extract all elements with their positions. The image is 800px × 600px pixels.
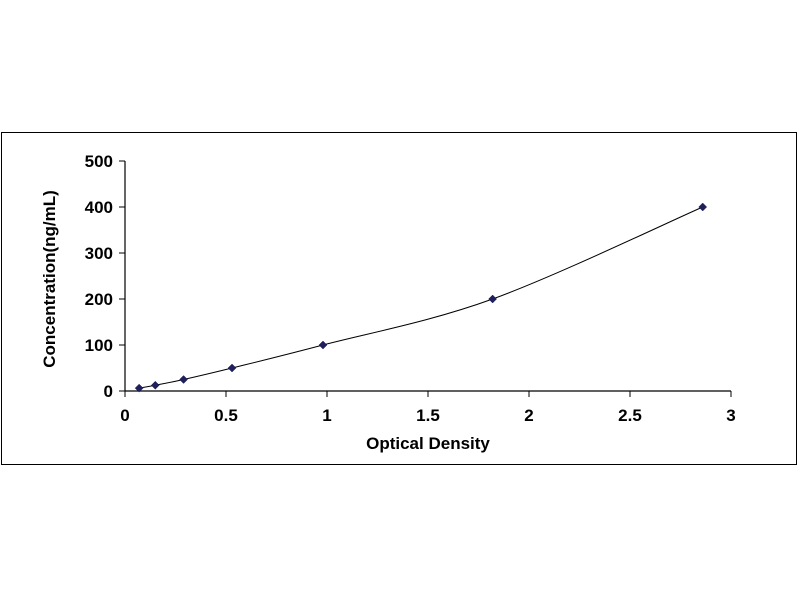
chart-frame <box>1 132 797 465</box>
y-tick-label: 500 <box>85 152 113 171</box>
y-tick-label: 300 <box>85 244 113 263</box>
axes <box>124 161 731 392</box>
y-tick-label: 0 <box>104 382 113 401</box>
x-tick-label: 0.5 <box>214 406 238 425</box>
y-tick-label: 100 <box>85 336 113 355</box>
data-point <box>179 375 188 384</box>
data-point <box>227 363 237 373</box>
x-axis-title: Optical Density <box>366 434 490 453</box>
fitted-curve <box>139 206 703 389</box>
x-tick-label: 1 <box>322 406 331 425</box>
data-point <box>698 202 708 212</box>
x-tick-label: 1.5 <box>416 406 440 425</box>
y-tick-label: 400 <box>85 198 113 217</box>
data-points <box>134 202 708 393</box>
data-point <box>150 380 160 390</box>
x-tick-label: 2.5 <box>618 406 642 425</box>
x-tick-label: 0 <box>120 406 129 425</box>
data-point <box>488 294 497 304</box>
y-axis-title: Concentration(ng/mL) <box>40 190 59 368</box>
data-point <box>318 340 328 350</box>
x-tick-label: 3 <box>726 406 735 425</box>
ticks: 0 100 200 300 400 500 0 0.5 1 1.5 2 2.5 3 <box>85 152 736 425</box>
x-tick-label: 2 <box>524 406 533 425</box>
y-tick-label: 200 <box>85 290 113 309</box>
data-point <box>134 383 144 393</box>
